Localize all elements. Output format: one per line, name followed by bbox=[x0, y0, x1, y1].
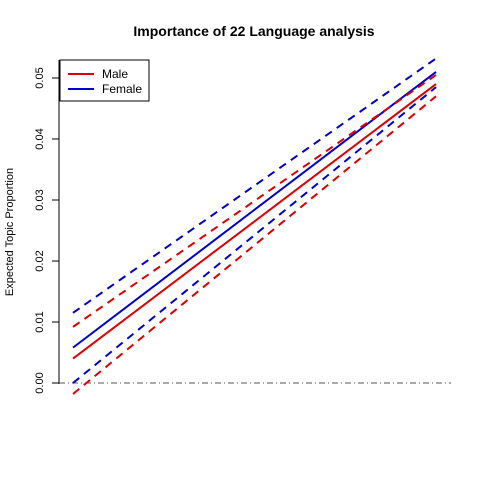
y-tick-label: 0.04 bbox=[34, 128, 46, 149]
series-line-female bbox=[72, 71, 437, 349]
y-tick-label: 0.00 bbox=[34, 372, 46, 393]
y-tick-label: 0.02 bbox=[34, 250, 46, 271]
chart-title: Importance of 22 Language analysis bbox=[133, 23, 374, 39]
series-line-female-ci-4 bbox=[72, 57, 437, 314]
y-tick-label: 0.01 bbox=[34, 311, 46, 332]
y-tick-label: 0.03 bbox=[34, 189, 46, 210]
series-line-female-ci-5 bbox=[72, 86, 437, 384]
series-line-male-ci-2 bbox=[72, 74, 437, 328]
legend-label-male: Male bbox=[102, 67, 128, 81]
legend-box bbox=[59, 59, 150, 102]
y-tick-label: 0.05 bbox=[34, 67, 46, 88]
legend-label-female: Female bbox=[102, 82, 142, 96]
series-line-male bbox=[72, 83, 437, 360]
legend: Male Female bbox=[59, 59, 150, 102]
y-axis-label: Expected Topic Proportion bbox=[4, 168, 16, 296]
series-line-male-ci-3 bbox=[72, 95, 437, 395]
